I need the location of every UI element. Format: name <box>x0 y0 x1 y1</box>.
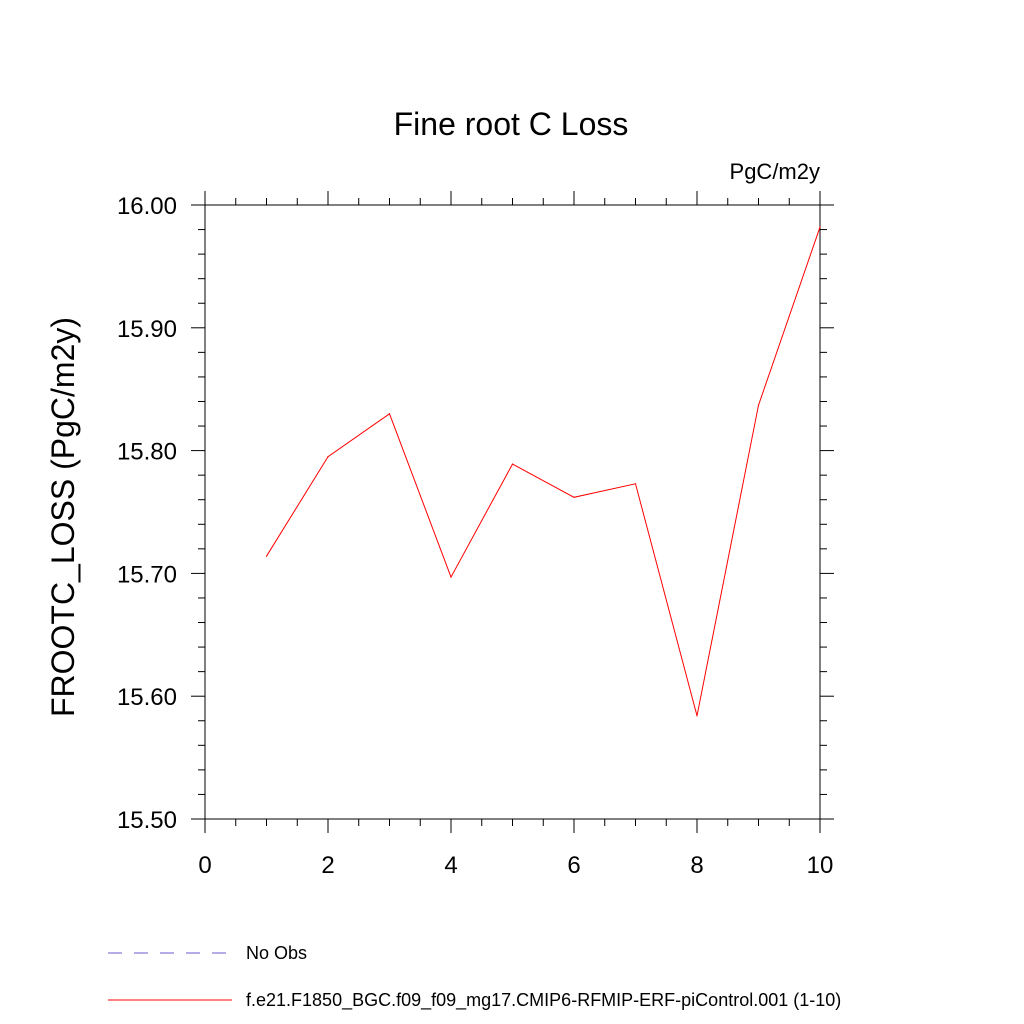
series-line <box>266 226 821 716</box>
y-tick-label: 15.70 <box>117 561 177 588</box>
data-point <box>819 226 821 228</box>
series-layer <box>265 226 821 717</box>
data-point <box>634 483 637 485</box>
legend-label: No Obs <box>246 943 307 963</box>
y-tick-label: 15.50 <box>117 807 177 834</box>
data-point <box>511 463 514 465</box>
data-point <box>757 404 760 406</box>
plot-frame <box>204 204 821 820</box>
data-point <box>327 456 329 458</box>
units-label: PgC/m2y <box>730 159 820 184</box>
x-tick-label: 10 <box>807 852 834 879</box>
legend-label: f.e21.F1850_BGC.f09_f09_mg17.CMIP6-RFMIP… <box>246 990 841 1011</box>
legend: No Obs f.e21.F1850_BGC.f09_f09_mg17.CMIP6… <box>108 943 841 1011</box>
y-axis-title: FROOTC_LOSS (PgC/m2y) <box>45 317 81 717</box>
data-point <box>388 413 391 415</box>
y-tick-label: 15.90 <box>117 316 177 343</box>
data-point <box>573 496 575 498</box>
data-point <box>265 555 268 557</box>
chart-title: Fine root C Loss <box>394 106 629 142</box>
x-tick-label: 6 <box>567 852 580 879</box>
y-tick-label: 15.80 <box>117 439 177 466</box>
y-tick-label: 16.00 <box>117 193 177 220</box>
x-tick-label: 4 <box>444 852 457 879</box>
x-tick-label: 0 <box>198 852 211 879</box>
x-tick-label: 2 <box>321 852 334 879</box>
axis-ticks <box>191 191 834 833</box>
y-tick-label: 15.60 <box>117 684 177 711</box>
tick-labels: 0 2 4 6 8 10 15.50 15.60 15.70 15.80 15.90 16.00 <box>117 193 833 879</box>
data-point <box>696 715 698 717</box>
data-point <box>450 576 452 578</box>
x-tick-label: 8 <box>690 852 703 879</box>
